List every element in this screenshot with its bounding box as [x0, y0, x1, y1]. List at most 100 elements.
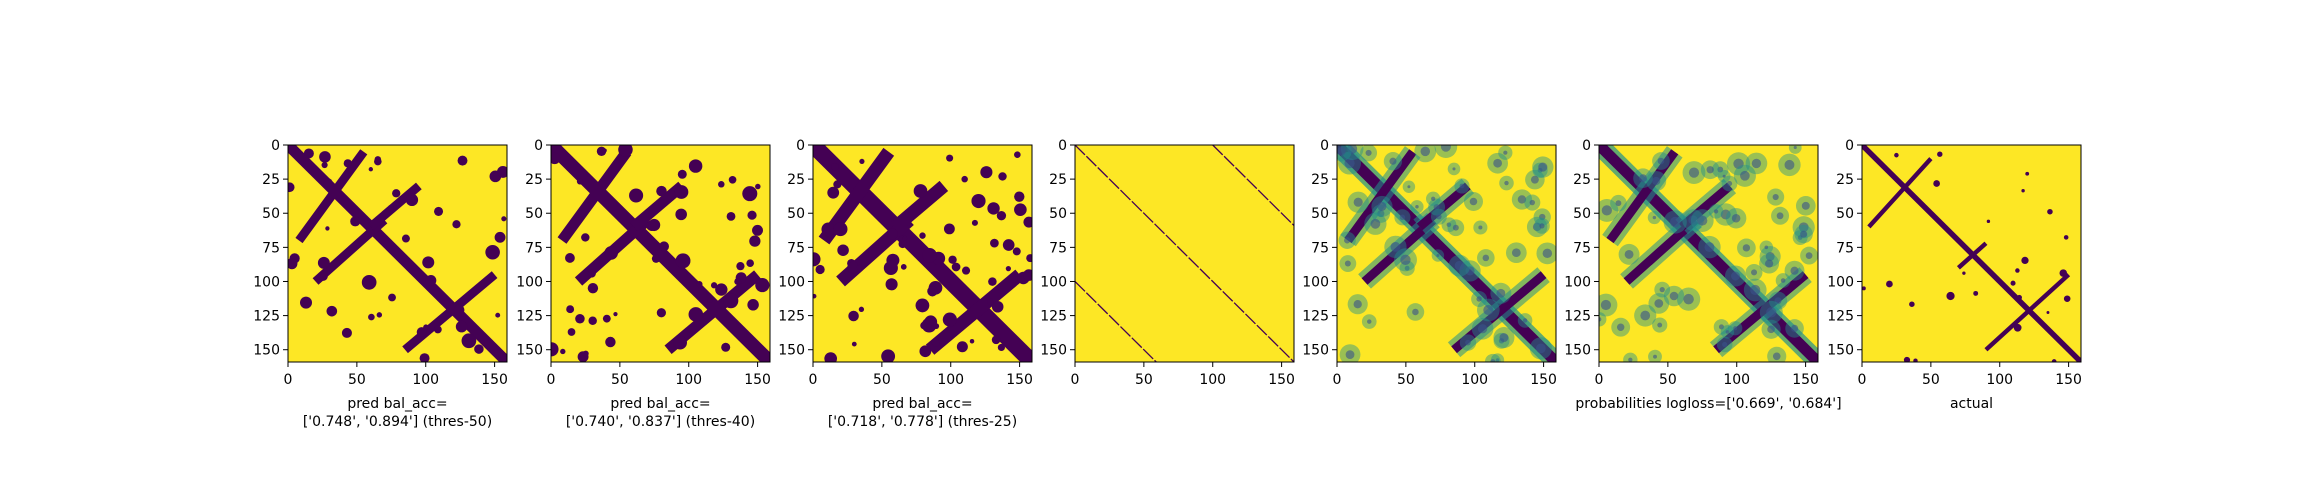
- contact-blob: [943, 223, 955, 235]
- contact-blob: [1731, 213, 1741, 223]
- contact-blob: [1504, 180, 1509, 186]
- contact-blob: [1538, 162, 1548, 172]
- axes-frame: [550, 144, 771, 363]
- contact-blob: [1014, 191, 1025, 202]
- contact-blob: [575, 314, 585, 324]
- x-tick-label: 150: [1530, 372, 1557, 388]
- contact-blob: [326, 305, 338, 317]
- y-tick-label: 150: [778, 343, 805, 359]
- y-tick-label: 150: [516, 343, 543, 359]
- contact-blob: [1465, 266, 1475, 276]
- contact-blob: [1798, 222, 1809, 233]
- contact-blob: [990, 238, 999, 248]
- contact-blob: [1484, 353, 1501, 362]
- contact-blob: [746, 259, 754, 268]
- contact-blob: [1886, 280, 1893, 288]
- contact-blob: [1652, 215, 1657, 220]
- contact-blob: [755, 183, 761, 190]
- contact-band: [1337, 145, 1556, 362]
- contact-blob: [1750, 284, 1761, 296]
- y-tick-label: 0: [1058, 138, 1067, 154]
- contact-band: [1344, 149, 1417, 244]
- contact-blob: [881, 349, 896, 362]
- contact-blob: [288, 258, 298, 270]
- contact-blob: [998, 172, 1007, 181]
- contact-blob: [659, 241, 669, 252]
- contact-blob: [1616, 323, 1625, 331]
- contact-blob: [921, 317, 937, 333]
- contact-blob: [374, 156, 382, 163]
- y-tick-label: 150: [1040, 343, 1067, 359]
- contact-blob: [1459, 183, 1465, 189]
- contact-blob: [1669, 216, 1681, 228]
- contact-blob: [1400, 254, 1411, 265]
- contact-blob: [1539, 223, 1545, 229]
- contact-blob: [1933, 180, 1940, 187]
- contact-blob: [433, 325, 442, 334]
- contact-blob: [323, 178, 333, 188]
- contact-blob: [434, 206, 444, 216]
- contact-blob: [581, 233, 590, 242]
- y-tick-label: 0: [796, 138, 805, 154]
- x-tick-label: 100: [1199, 372, 1226, 388]
- contact-blob: [1026, 254, 1032, 263]
- contact-blob: [1683, 293, 1694, 305]
- x-tick-label: 100: [1723, 372, 1750, 388]
- contact-blob: [696, 280, 703, 288]
- contact-blob: [675, 253, 691, 269]
- contact-blob: [1440, 145, 1451, 152]
- contact-blob: [1496, 288, 1506, 298]
- contact-blob: [494, 231, 506, 243]
- contact-band: [551, 145, 770, 362]
- x-tick-label: 0: [1333, 372, 1342, 388]
- x-tick-label: 100: [937, 372, 964, 388]
- contact-blob: [734, 278, 742, 286]
- contact-blob: [961, 175, 968, 183]
- heatmap-image: [1075, 145, 1294, 362]
- x-axis-label: probabilities logloss=['0.669', '0.684']: [1575, 396, 1841, 412]
- contact-blob: [1452, 167, 1456, 171]
- contact-blob: [425, 274, 437, 286]
- contact-blob: [1539, 213, 1546, 221]
- contact-band: [295, 149, 368, 244]
- y-tick-label: 75: [787, 240, 805, 256]
- contact-blob: [300, 296, 313, 309]
- contact-blob: [501, 216, 507, 222]
- contact-blob: [1493, 158, 1503, 168]
- contact-band: [1956, 241, 1988, 270]
- y-tick-label: 25: [262, 172, 280, 188]
- contact-blob: [474, 344, 484, 354]
- x-tick-label: 100: [412, 372, 439, 388]
- contact-blob: [341, 327, 352, 338]
- y-tick-label: 50: [1836, 206, 1854, 222]
- contact-blob: [715, 283, 728, 296]
- axes-frame: [1598, 144, 1819, 363]
- axes-frame: [1074, 144, 1295, 363]
- y-tick-label: 150: [253, 343, 280, 359]
- contact-blob: [752, 224, 764, 236]
- contact-blob: [2025, 171, 2030, 176]
- contact-blob: [422, 256, 435, 269]
- contact-blob: [319, 151, 331, 163]
- y-tick-label: 100: [778, 274, 805, 290]
- x-tick-label: 100: [1986, 372, 2013, 388]
- heatmap-image: [1599, 145, 1818, 362]
- contact-blob: [831, 163, 839, 171]
- contact-blob: [987, 202, 1000, 215]
- contact-blob: [1973, 290, 1979, 296]
- contact-blob: [747, 299, 759, 311]
- contact-blob: [847, 261, 859, 274]
- contact-blob: [755, 277, 770, 293]
- y-tick-label: 25: [1836, 172, 1854, 188]
- contact-blob: [1482, 254, 1490, 262]
- x-axis-label: ['0.718', '0.778'] (thres-25): [828, 414, 1017, 430]
- y-tick-label: 125: [253, 309, 280, 325]
- y-tick-label: 75: [1836, 240, 1854, 256]
- contact-blob: [833, 180, 842, 189]
- contact-blob: [997, 343, 1006, 352]
- contact-blob: [956, 341, 968, 353]
- contact-blob: [1733, 326, 1738, 331]
- y-tick-label: 75: [262, 240, 280, 256]
- y-tick-label: 100: [516, 274, 543, 290]
- x-tick-label: 150: [1006, 372, 1033, 388]
